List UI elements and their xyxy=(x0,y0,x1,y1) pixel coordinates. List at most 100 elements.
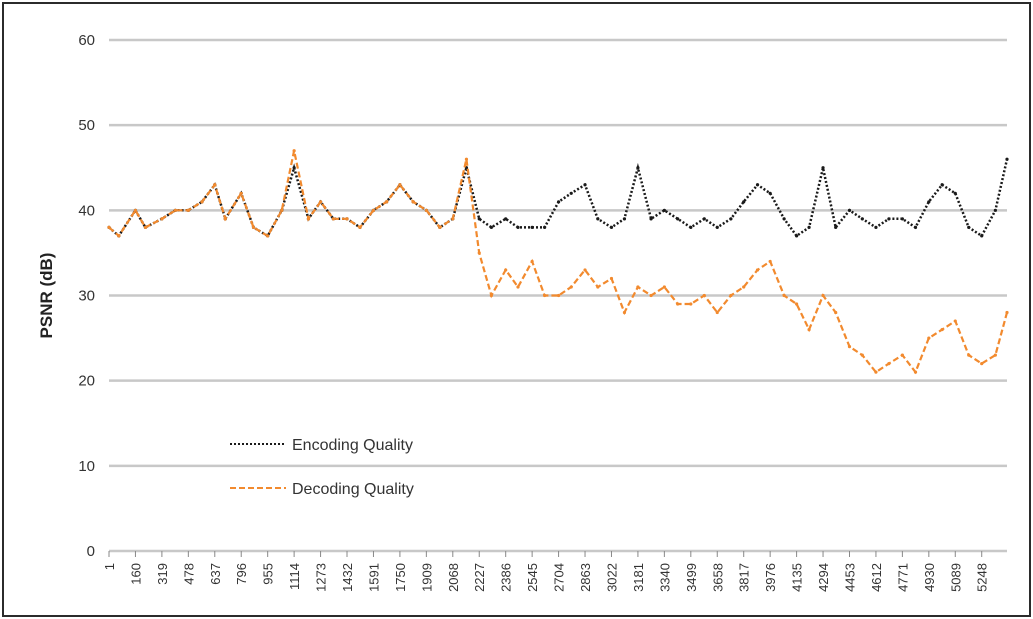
x-tick-label: 2704 xyxy=(552,563,567,592)
data-point-encoding xyxy=(755,183,760,187)
y-tick-label: 60 xyxy=(78,32,95,49)
data-point-decoding xyxy=(331,217,335,221)
data-point-decoding xyxy=(967,353,971,357)
series-layer xyxy=(107,149,1009,375)
data-point-decoding xyxy=(993,353,997,357)
data-point-encoding xyxy=(689,225,693,229)
x-tick-labels: 1 160 319 478 637 796 955 1114 1273 1432 1591 1750 1… xyxy=(102,551,990,592)
x-tick-label: 160 xyxy=(128,563,143,585)
data-point-decoding xyxy=(504,268,508,272)
data-point-decoding xyxy=(847,345,852,349)
data-point-encoding xyxy=(622,217,627,221)
x-tick-label: 796 xyxy=(234,563,249,585)
data-point-encoding xyxy=(489,225,493,229)
data-point-encoding xyxy=(609,225,614,229)
y-tick-label: 10 xyxy=(78,458,95,475)
data-point-decoding xyxy=(464,157,469,161)
x-tick-label: 3658 xyxy=(710,563,725,592)
data-point-decoding xyxy=(358,225,362,229)
x-tick-label: 4453 xyxy=(842,563,857,592)
x-tick-label: 3022 xyxy=(604,563,619,592)
data-point-encoding xyxy=(569,191,573,195)
data-point-encoding xyxy=(834,225,838,229)
data-point-decoding xyxy=(768,259,772,264)
data-point-decoding xyxy=(622,310,627,315)
data-point-decoding xyxy=(438,225,442,229)
data-point-decoding xyxy=(874,370,878,374)
data-point-decoding xyxy=(689,302,693,306)
x-tick-label: 319 xyxy=(155,563,170,585)
data-point-decoding xyxy=(715,310,719,315)
grid-lines xyxy=(109,38,1007,553)
x-tick-label: 2386 xyxy=(499,563,514,592)
data-point-decoding xyxy=(569,285,573,289)
data-point-decoding xyxy=(200,200,204,204)
data-point-decoding xyxy=(834,310,838,315)
x-tick-label: 955 xyxy=(261,563,276,585)
data-point-decoding xyxy=(266,234,270,238)
data-point-encoding xyxy=(292,166,296,170)
data-point-encoding xyxy=(1005,157,1009,161)
x-tick-label: 1909 xyxy=(419,563,434,592)
data-point-decoding xyxy=(186,208,190,212)
data-point-decoding xyxy=(516,285,520,289)
x-tick-label: 4930 xyxy=(922,563,937,592)
data-point-encoding xyxy=(940,183,944,187)
x-tick-label: 5089 xyxy=(948,563,963,592)
x-tick-label: 1 xyxy=(102,563,117,570)
x-tick-label: 2545 xyxy=(525,563,540,592)
data-point-decoding xyxy=(887,362,891,366)
data-point-decoding xyxy=(280,208,284,212)
data-point-decoding xyxy=(477,251,481,255)
data-point-decoding xyxy=(729,293,733,298)
data-point-decoding xyxy=(1005,310,1009,315)
data-point-decoding xyxy=(173,208,177,212)
data-point-encoding xyxy=(649,217,653,221)
series-line-decoding xyxy=(108,150,1009,375)
x-tick-label: 3181 xyxy=(631,563,646,592)
y-tick-labels: 0 10 20 30 40 50 60 xyxy=(78,32,95,560)
data-point-decoding xyxy=(345,217,349,221)
data-point-decoding xyxy=(251,225,256,229)
data-point-decoding xyxy=(530,259,534,264)
data-point-decoding xyxy=(318,200,323,204)
data-point-decoding xyxy=(900,353,904,357)
data-point-encoding xyxy=(530,225,534,229)
x-tick-label: 2863 xyxy=(578,563,593,592)
x-tick-label: 4294 xyxy=(816,563,831,592)
data-point-decoding xyxy=(117,234,121,238)
data-point-decoding xyxy=(860,353,864,357)
data-point-encoding xyxy=(887,217,891,221)
data-point-decoding xyxy=(583,268,587,272)
data-point-decoding xyxy=(451,217,455,221)
data-point-encoding xyxy=(860,217,864,221)
data-point-decoding xyxy=(292,149,296,153)
data-point-decoding xyxy=(160,217,164,221)
data-point-decoding xyxy=(223,217,227,221)
data-point-decoding xyxy=(927,336,931,340)
x-tick-label: 1750 xyxy=(393,563,408,592)
y-tick-label: 50 xyxy=(78,117,95,134)
data-point-encoding xyxy=(729,217,733,221)
x-tick-label: 2068 xyxy=(446,563,461,592)
data-point-decoding xyxy=(662,285,666,289)
data-point-encoding xyxy=(967,225,971,229)
x-tick-label: 1273 xyxy=(314,563,329,592)
x-tick-label: 3340 xyxy=(657,563,672,592)
data-point-decoding xyxy=(107,225,111,229)
data-point-decoding xyxy=(133,208,138,212)
data-point-decoding xyxy=(596,285,600,289)
data-point-encoding xyxy=(953,191,957,195)
data-point-decoding xyxy=(676,302,680,306)
data-point-encoding xyxy=(980,234,984,238)
data-point-encoding xyxy=(556,200,561,204)
data-point-encoding xyxy=(636,166,640,170)
y-tick-label: 20 xyxy=(78,373,95,390)
data-point-encoding xyxy=(742,200,746,204)
data-point-decoding xyxy=(913,370,918,374)
data-point-encoding xyxy=(913,225,918,229)
data-point-decoding xyxy=(940,327,944,332)
data-point-decoding xyxy=(384,200,389,204)
legend-label-decoding: Decoding Quality xyxy=(292,481,414,498)
